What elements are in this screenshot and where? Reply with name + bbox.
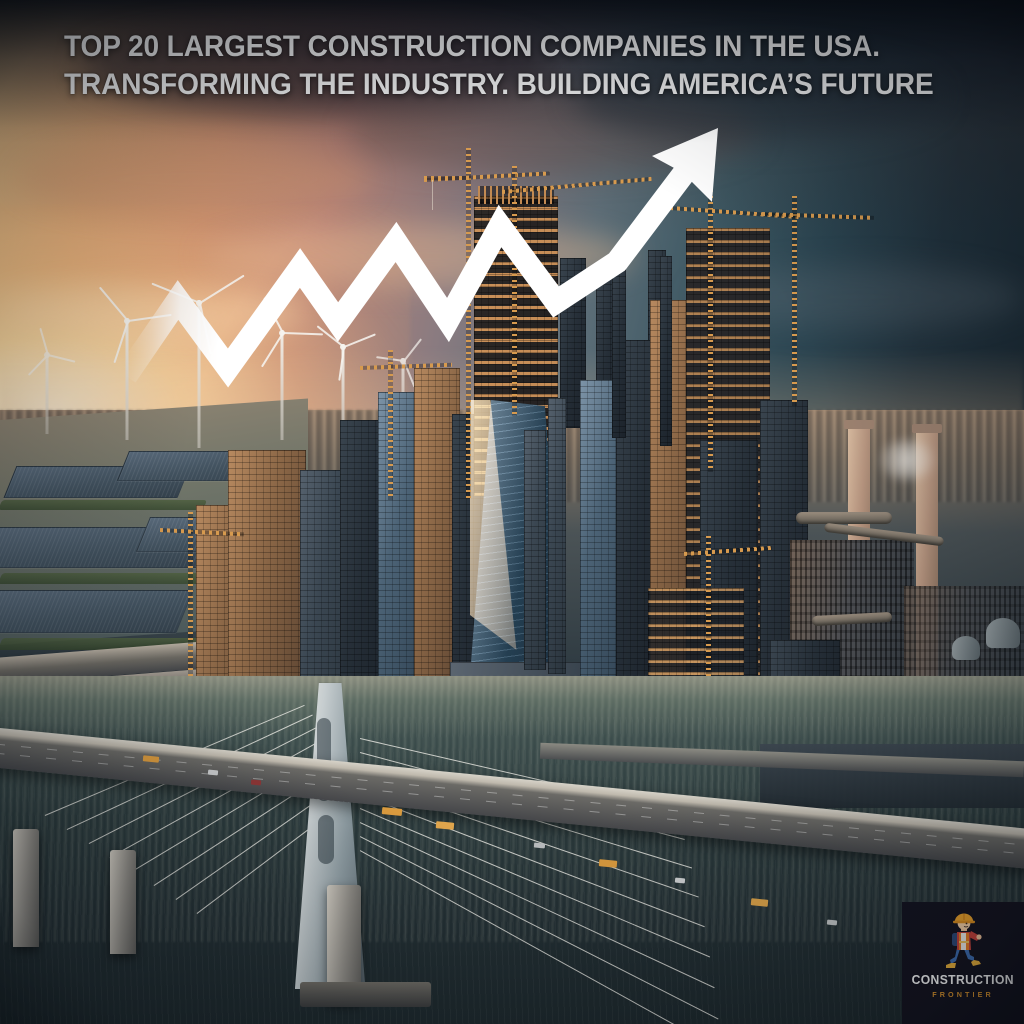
tower-crane-mast: [466, 148, 471, 498]
vehicle-truck: [381, 807, 403, 817]
wind-turbine: [98, 286, 172, 440]
refinery-pipe: [796, 512, 892, 524]
vehicle-truck: [435, 821, 455, 830]
logo-brand-subtitle: FRONTIER: [932, 990, 994, 999]
bridge-lane-marking: [0, 749, 1024, 857]
cable-stayed-bridge: [0, 676, 1024, 1024]
logo-brand-name: CONSTRUCTION: [911, 973, 1015, 987]
bridge-pier: [110, 849, 137, 955]
vehicle-car: [674, 877, 686, 884]
tower-crane-mast: [708, 172, 713, 472]
vegetation-strip: [0, 499, 207, 510]
building: [524, 430, 546, 670]
solar-panel-array: [0, 589, 194, 633]
vehicle-car: [533, 842, 545, 849]
building: [660, 256, 672, 446]
storage-tank: [986, 618, 1020, 648]
page-title: TOP 20 LARGEST CONSTRUCTION COMPANIES IN…: [64, 28, 938, 104]
smokestack-cap: [912, 424, 942, 433]
tower-crane-mast: [388, 350, 393, 500]
vehicle-truck: [598, 859, 618, 869]
headline-line-1: TOP 20 LARGEST CONSTRUCTION COMPANIES IN…: [64, 30, 880, 63]
tower-crane-mast: [512, 166, 517, 416]
tower-crane-mast: [188, 512, 193, 692]
smokestack-cap: [844, 420, 874, 429]
bridge-pier-cap: [300, 982, 431, 1007]
vehicle-car: [826, 919, 837, 926]
wind-turbine: [27, 327, 76, 434]
building: [612, 258, 626, 438]
bridge-pier: [12, 829, 39, 948]
tower-crane-mast: [792, 196, 797, 406]
headline-line-2: TRANSFORMING THE INDUSTRY. BUILDING AMER…: [64, 68, 934, 101]
smoke-plume: [880, 440, 934, 480]
tower-crane-counterjib: [424, 176, 468, 180]
brand-logo-badge[interactable]: CONSTRUCTION FRONTIER: [902, 902, 1024, 1024]
construction-worker-mascot-icon: [940, 911, 986, 971]
bridge-deck: [0, 724, 1024, 871]
wind-turbine: [151, 274, 245, 448]
vehicle-truck: [142, 755, 160, 763]
building: [548, 398, 566, 674]
storage-tank: [952, 636, 980, 660]
wind-turbine: [258, 297, 324, 440]
vehicle-truck: [750, 897, 769, 907]
crane-cable: [432, 180, 433, 210]
bridge-pylon-slot: [317, 815, 334, 864]
vehicle-car: [207, 769, 219, 776]
